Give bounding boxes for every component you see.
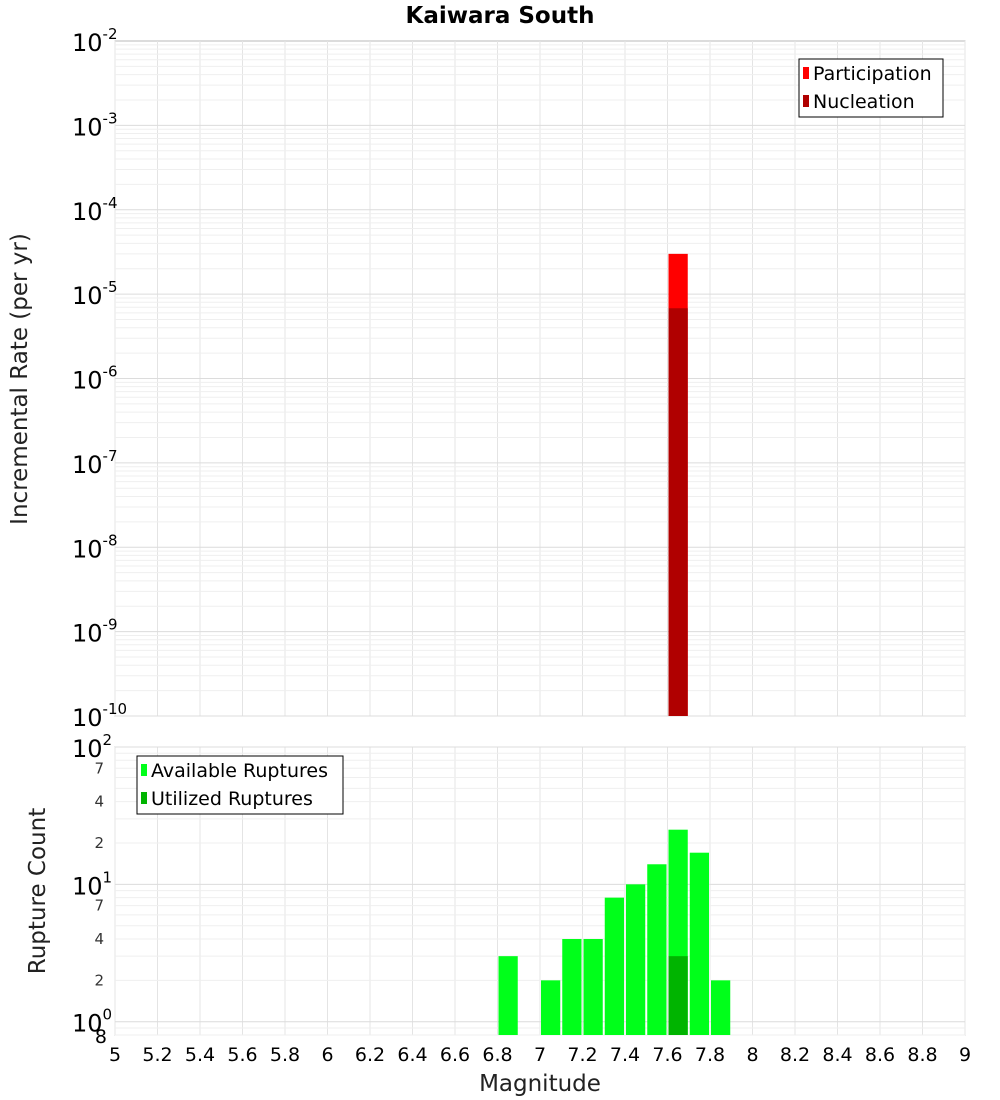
x-tick-label: 6.4 [397, 1044, 427, 1066]
count-y-tick-label: 102 [72, 731, 112, 763]
x-tick-label: 5.2 [142, 1044, 172, 1066]
x-tick-label: 7 [534, 1044, 546, 1066]
rate-y-axis-title: Incremental Rate (per yr) [7, 233, 33, 525]
x-tick-label: 8.4 [822, 1044, 852, 1066]
count-bar-available-ruptures [541, 980, 561, 1035]
rate-bar-nucleation [668, 308, 688, 716]
x-tick-label: 9 [959, 1044, 971, 1066]
count-y-minor-tick-label: 7 [94, 897, 104, 915]
rate-panel: 10-2 10-3 10-4 10-5 10-6 10-7 10-8 10-9 10-10 In… [7, 25, 966, 732]
count-y-tick-label: 101 [72, 868, 112, 900]
count-legend-box [136, 755, 344, 815]
rate-y-tick-label: 10-8 [72, 531, 118, 563]
count-y-minor-tick-label: 8 [95, 1026, 107, 1048]
count-bar-available-ruptures [689, 852, 709, 1035]
rate-y-tick-label: 10-5 [72, 278, 118, 310]
rate-y-tick-label: 10-10 [72, 700, 127, 732]
x-tick-label: 7.2 [567, 1044, 597, 1066]
count-y-minor-tick-label: 2 [94, 971, 104, 989]
count-y-axis-title: Rupture Count [25, 808, 51, 974]
rate-legend-box [798, 58, 944, 118]
x-tick-label: 5.4 [185, 1044, 215, 1066]
count-y-minor-tick-label: 4 [94, 793, 104, 811]
rate-y-tick-label: 10-2 [72, 25, 118, 57]
x-tick-label: 6.8 [482, 1044, 512, 1066]
count-y-minor-tick-label: 2 [94, 834, 104, 852]
chart-title: Kaiwara South [406, 3, 595, 29]
count-y-minor-tick-label: 4 [94, 930, 104, 948]
count-panel: 102 101 100 7 4 2 7 4 2 8 5 5.2 5.4 5.6 5.8 6 6.2 6.4 6.6… [25, 731, 971, 1097]
legend-swatch-nucleation [803, 95, 809, 107]
count-bar-available-ruptures [562, 939, 582, 1035]
x-tick-label: 8.2 [780, 1044, 810, 1066]
x-tick-label: 7.6 [652, 1044, 682, 1066]
count-bar-available-ruptures [647, 864, 667, 1035]
legend-label-participation: Participation [813, 63, 932, 85]
x-tick-label: 8.6 [865, 1044, 895, 1066]
legend-swatch-participation [803, 67, 809, 79]
x-ticks: 5 5.2 5.4 5.6 5.8 6 6.2 6.4 6.6 6.8 7 7.2 7.4 7.6 7.8 8… [109, 1044, 971, 1066]
count-y-ticks: 102 101 100 7 4 2 7 4 2 8 [72, 731, 112, 1048]
count-bar-available-ruptures [498, 956, 518, 1035]
x-tick-label: 6 [321, 1044, 333, 1066]
rate-y-tick-label: 10-9 [72, 616, 118, 648]
rate-y-tick-label: 10-7 [72, 447, 118, 479]
rate-legend: Participation Nucleation [798, 58, 944, 118]
count-bar-available-ruptures [711, 980, 731, 1035]
x-tick-label: 8 [746, 1044, 758, 1066]
legend-label-nucleation: Nucleation [813, 91, 915, 113]
legend-label-available: Available Ruptures [151, 760, 328, 782]
count-bars [498, 829, 731, 1035]
count-bar-available-ruptures [626, 884, 646, 1035]
x-tick-label: 5.8 [270, 1044, 300, 1066]
legend-swatch-available [141, 764, 147, 776]
count-bar-available-ruptures [604, 897, 624, 1035]
x-tick-label: 6.6 [440, 1044, 470, 1066]
rate-y-tick-label: 10-3 [72, 109, 118, 141]
x-tick-label: 6.2 [355, 1044, 385, 1066]
count-bar-utilized-ruptures [668, 956, 688, 1035]
rate-y-tick-label: 10-6 [72, 363, 118, 395]
x-tick-label: 7.8 [695, 1044, 725, 1066]
x-axis-title: Magnitude [479, 1071, 601, 1097]
count-grid [114, 746, 966, 1036]
count-bar-available-ruptures [583, 939, 603, 1035]
x-tick-label: 7.4 [610, 1044, 640, 1066]
legend-label-utilized: Utilized Ruptures [151, 788, 313, 810]
count-y-tick-label: 100 [72, 1006, 112, 1038]
rate-bars [668, 253, 688, 716]
count-legend: Available Ruptures Utilized Ruptures [136, 755, 344, 815]
x-tick-label: 5.6 [227, 1044, 257, 1066]
rate-y-ticks: 10-2 10-3 10-4 10-5 10-6 10-7 10-8 10-9 10-10 [72, 25, 127, 732]
count-y-minor-tick-label: 7 [94, 759, 104, 777]
x-tick-label: 5 [109, 1044, 121, 1066]
rate-grid [114, 41, 966, 717]
x-tick-label: 8.8 [907, 1044, 937, 1066]
legend-swatch-utilized [141, 792, 147, 804]
rate-y-tick-label: 10-4 [72, 194, 118, 226]
